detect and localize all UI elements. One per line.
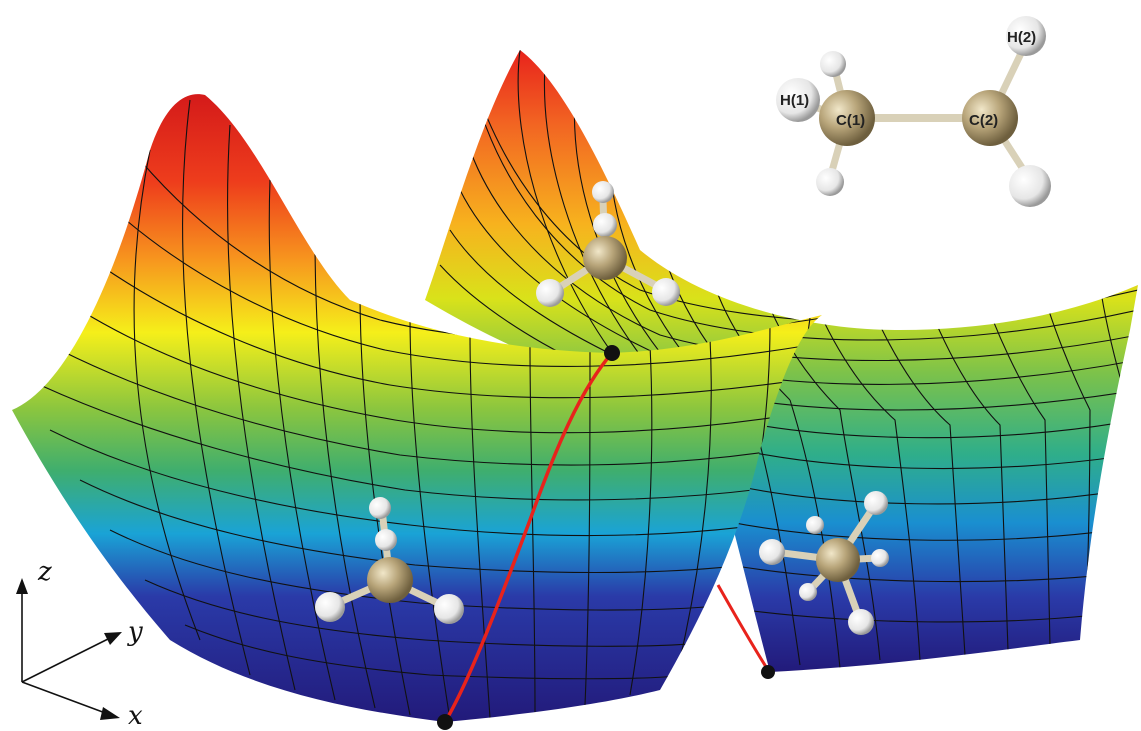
y-axis-label: y bbox=[127, 617, 143, 647]
z-axis-arrow-icon bbox=[16, 578, 28, 594]
minimum-point-back bbox=[761, 665, 775, 679]
carbon-atom-c2 bbox=[962, 90, 1018, 146]
label-h1: H(1) bbox=[780, 92, 809, 109]
x-axis-label: x bbox=[128, 701, 143, 731]
hydrogen-atom bbox=[820, 51, 846, 77]
x-axis-arrow-icon bbox=[100, 707, 120, 720]
front-surface-sheet bbox=[12, 94, 822, 722]
hydrogen-atom-h2 bbox=[1006, 16, 1046, 56]
hydrogen-atom bbox=[816, 168, 844, 196]
axes-indicator bbox=[16, 578, 122, 720]
reaction-path-secondary bbox=[716, 584, 770, 671]
label-c2: C(2) bbox=[969, 112, 998, 129]
y-axis-line bbox=[21, 636, 113, 683]
reaction-path bbox=[437, 345, 775, 730]
minimum-point-front bbox=[437, 714, 453, 730]
hydrogen-atom-h1 bbox=[776, 78, 820, 122]
ethane-molecule-icon: H(1) C(1) C(2) H(2) bbox=[776, 16, 1051, 207]
methyl-fragment-front-icon bbox=[315, 497, 464, 624]
x-axis-line bbox=[21, 681, 109, 715]
label-h2: H(2) bbox=[1007, 29, 1036, 46]
reaction-path-main bbox=[443, 351, 614, 723]
front-surface-grid bbox=[39, 99, 822, 721]
y-axis-arrow-icon bbox=[104, 632, 122, 645]
hydrogen-atom bbox=[1009, 165, 1051, 207]
label-c1: C(1) bbox=[836, 112, 865, 129]
z-axis-label: z bbox=[37, 557, 52, 587]
carbon-atom-c1 bbox=[819, 90, 875, 146]
methyl-fragment-saddle-icon bbox=[536, 181, 680, 307]
saddle-point bbox=[604, 345, 620, 361]
methyl-fragment-back-icon bbox=[759, 491, 889, 635]
